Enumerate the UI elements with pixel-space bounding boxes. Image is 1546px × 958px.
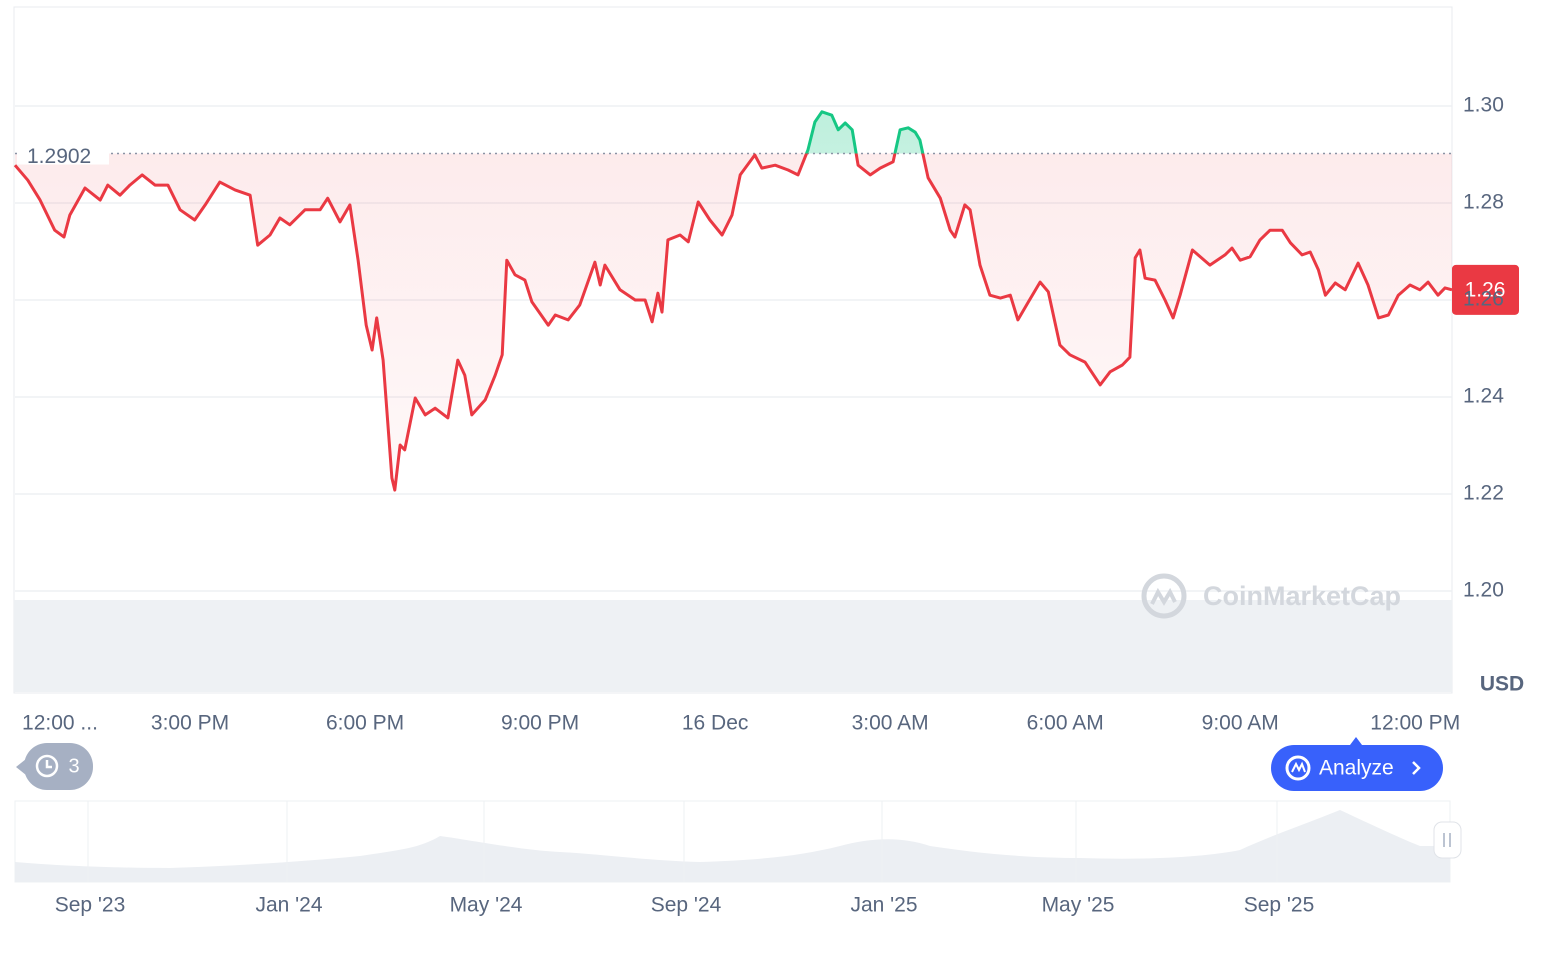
y-tick-label: 1.22 xyxy=(1463,482,1504,505)
navigator-label: Jan '25 xyxy=(850,894,917,917)
x-tick-label: 6:00 AM xyxy=(1027,712,1104,735)
y-tick-label: 1.24 xyxy=(1463,385,1504,408)
navigator-label: Sep '24 xyxy=(651,894,722,917)
x-tick-label: 9:00 AM xyxy=(1202,712,1279,735)
y-tick-label: 1.26 xyxy=(1463,288,1504,311)
x-tick-label: 12:00 ... xyxy=(22,712,98,735)
analyze-label: Analyze xyxy=(1319,757,1394,780)
analyze-button[interactable]: Analyze xyxy=(1271,737,1443,791)
x-tick-label: 3:00 PM xyxy=(151,712,229,735)
navigator-label: Jan '24 xyxy=(255,894,322,917)
baseline-label: 1.2902 xyxy=(27,145,91,168)
volume-band xyxy=(14,600,1452,692)
navigator-handle[interactable] xyxy=(1433,821,1462,859)
x-tick-label: 16 Dec xyxy=(682,712,749,735)
x-tick-label: 12:00 PM xyxy=(1370,712,1460,735)
currency-label: USD xyxy=(1480,673,1524,696)
history-badge[interactable]: 3 xyxy=(16,743,93,790)
x-tick-label: 6:00 PM xyxy=(326,712,404,735)
x-tick-label: 9:00 PM xyxy=(501,712,579,735)
history-count: 3 xyxy=(68,755,79,777)
price-label-bg xyxy=(1452,264,1519,315)
plot-frame xyxy=(13,6,1453,694)
navigator-label: Sep '25 xyxy=(1244,894,1315,917)
y-tick-label: 1.20 xyxy=(1463,579,1504,602)
navigator-label: Sep '23 xyxy=(55,894,126,917)
price-label: 1.26 xyxy=(1465,278,1506,301)
plot: 1.2902 1.26 xyxy=(13,110,1519,492)
navigator-label: May '25 xyxy=(1042,894,1115,917)
navigator-area xyxy=(15,810,1450,882)
watermark-text: CoinMarketCap xyxy=(1203,581,1401,611)
area-fill xyxy=(15,111,1452,491)
baseline-label-bg xyxy=(17,134,109,165)
price-line xyxy=(13,110,1453,492)
x-tick-label: 3:00 AM xyxy=(852,712,929,735)
navigator-label: May '24 xyxy=(450,894,523,917)
navigator: Sep '23 Jan '24 May '24 Sep '24 Jan '25 May '… xyxy=(14,800,1462,917)
watermark: CoinMarketCap xyxy=(1141,573,1401,619)
y-tick-label: 1.28 xyxy=(1463,191,1504,214)
y-tick-label: 1.30 xyxy=(1463,94,1504,117)
